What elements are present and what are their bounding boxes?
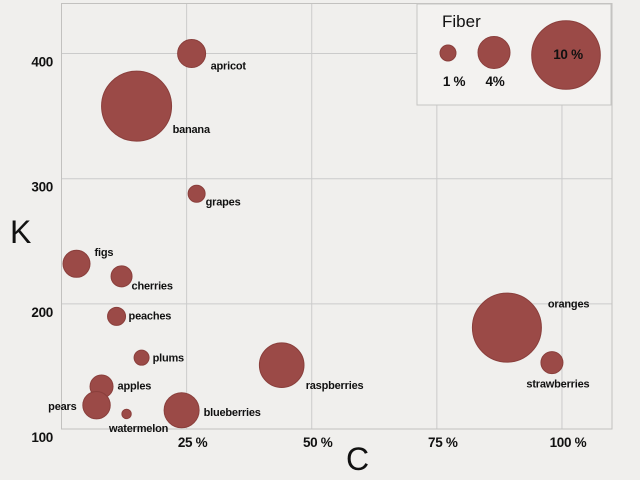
x-tick-label-75: 75 % — [428, 435, 458, 450]
legend-label-1pct: 1 % — [443, 74, 466, 89]
x-axis-title: C — [346, 441, 369, 477]
y-tick-label-200: 200 — [31, 305, 53, 320]
x-tick-label-25: 25 % — [178, 435, 208, 450]
point-label-layer: apricot banana grapes figs cherries peaches pl… — [48, 61, 590, 435]
legend-label-10pct: 10 % — [553, 47, 583, 62]
point-label-raspberries: raspberries — [306, 380, 364, 392]
bubble-apricot[interactable] — [177, 39, 207, 69]
y-tick-label-300: 300 — [31, 180, 53, 195]
point-label-strawberries: strawberries — [526, 379, 589, 391]
legend-size-circle-10pct — [531, 20, 601, 90]
x-tick-label-100: 100 % — [550, 435, 587, 450]
point-label-apples: apples — [118, 380, 152, 392]
bubble-grapes[interactable] — [187, 184, 206, 203]
y-tick-label-400: 400 — [31, 55, 53, 70]
bubble-plums[interactable] — [133, 349, 150, 366]
bubble-watermelon[interactable] — [121, 408, 132, 420]
bubble-raspberries[interactable] — [258, 342, 305, 388]
point-label-oranges: oranges — [548, 299, 589, 311]
bubble-strawberries[interactable] — [540, 351, 564, 375]
y-axis-title: K — [10, 214, 31, 250]
legend-size-circle-4pct — [477, 36, 511, 69]
bubble-oranges[interactable] — [471, 292, 542, 363]
tick-layer: 100 200 300 400 25 % 50 % 75 % 100 % — [31, 55, 587, 450]
bubble-figs[interactable] — [62, 249, 91, 278]
y-tick-label-100: 100 — [31, 430, 53, 445]
legend: Fiber 1 % 4% 10 % — [416, 3, 612, 106]
legend-size-circles — [439, 20, 601, 90]
point-label-apricot: apricot — [211, 61, 247, 73]
point-label-grapes: grapes — [206, 197, 241, 209]
point-label-blueberries: blueberries — [204, 407, 261, 419]
point-label-cherries: cherries — [132, 280, 173, 292]
legend-size-circle-1pct — [439, 44, 457, 62]
point-label-pears: pears — [48, 401, 76, 413]
point-label-watermelon: watermelon — [108, 423, 169, 435]
bubble-cherries[interactable] — [110, 265, 133, 288]
bubble-pears[interactable] — [82, 391, 111, 420]
x-tick-label-50: 50 % — [303, 435, 333, 450]
point-label-peaches: peaches — [129, 310, 172, 322]
legend-label-4pct: 4% — [486, 74, 505, 89]
point-label-banana: banana — [173, 124, 211, 136]
bubble-blueberries[interactable] — [163, 392, 200, 429]
plot-border — [61, 3, 613, 430]
bubble-banana[interactable] — [101, 70, 173, 142]
legend-title: Fiber — [442, 12, 481, 31]
point-label-plums: plums — [153, 353, 184, 365]
bubble-layer — [62, 39, 564, 429]
bubble-peaches[interactable] — [107, 306, 127, 326]
point-label-figs: figs — [95, 247, 114, 259]
